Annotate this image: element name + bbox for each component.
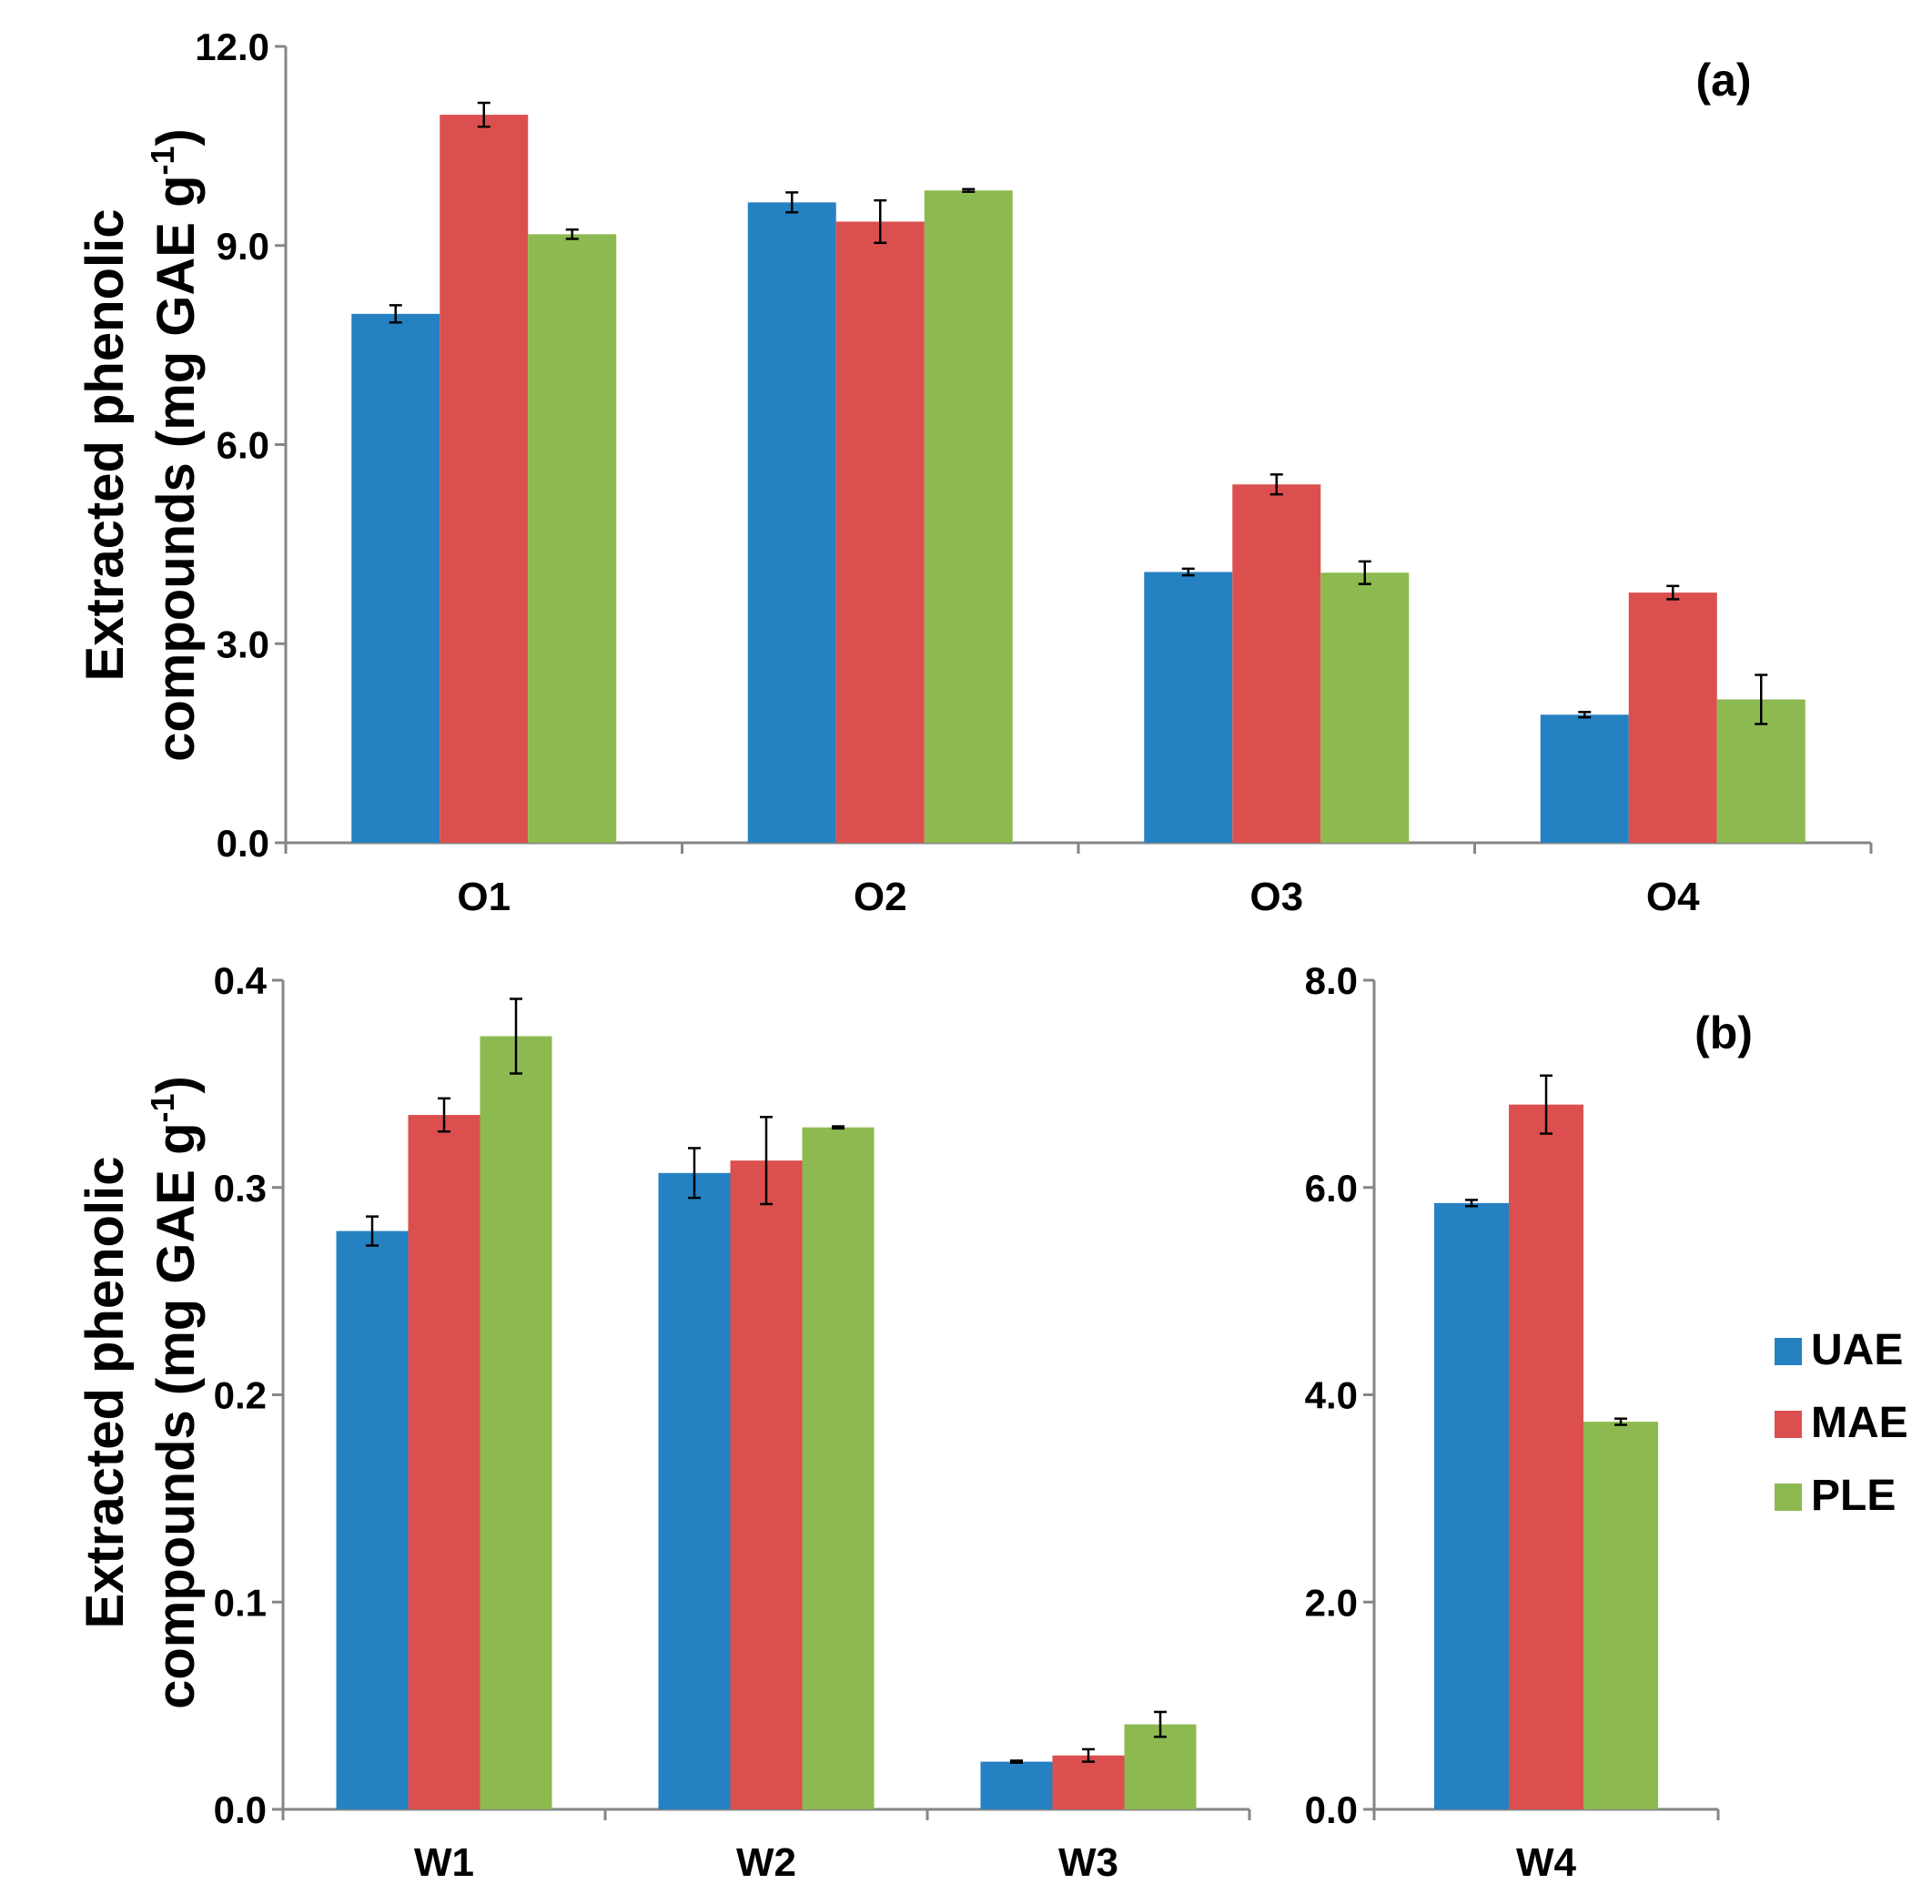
bar-mae-o4 (1628, 592, 1717, 843)
error-bar (1358, 560, 1371, 585)
y-tick-label: 0.3 (214, 1167, 267, 1210)
panel-label: (b) (1694, 1008, 1753, 1058)
category-label: W3 (1058, 1840, 1118, 1885)
category-label: O4 (1646, 875, 1700, 919)
y-axis-title-close: ) (147, 128, 206, 146)
error-bar (1154, 1710, 1167, 1738)
bar-uae-w1 (336, 1231, 409, 1809)
error-bar (1181, 567, 1195, 577)
error-bar (1269, 473, 1283, 496)
category-label: O1 (457, 875, 511, 919)
y-tick-label: 0.0 (217, 822, 269, 865)
y-axis-title: Extracted phenolic compounds (mg GAE g-1) (76, 128, 206, 762)
error-bar (1666, 584, 1680, 601)
y-axis-title-close: ) (147, 1076, 206, 1093)
y-axis-title-line2: compounds (mg GAE g-1) (144, 128, 206, 762)
error-bar (510, 998, 522, 1075)
bar-ple-w1 (480, 1036, 552, 1809)
bar-mae-o2 (835, 221, 925, 843)
category-label: O3 (1249, 875, 1303, 919)
y-tick-label: 6.0 (1305, 1167, 1358, 1210)
bar-ple-w4 (1583, 1422, 1658, 1809)
error-bar (438, 1097, 450, 1133)
error-bar (688, 1147, 701, 1200)
legend: UAE MAE PLE (1775, 1326, 1908, 1520)
error-bar (962, 187, 976, 193)
bar-ple-w3 (1124, 1724, 1197, 1809)
error-bar (1755, 673, 1768, 725)
error-bar (832, 1125, 845, 1130)
error-bar (366, 1215, 379, 1247)
bar-mae-w3 (1052, 1755, 1125, 1809)
bar-uae-w3 (980, 1761, 1053, 1809)
error-bar (565, 228, 579, 240)
bar-uae-o1 (351, 313, 440, 844)
error-bar (760, 1116, 773, 1206)
category-label: W4 (1516, 1840, 1577, 1885)
legend-label: UAE (1811, 1326, 1903, 1374)
legend-label: PLE (1811, 1472, 1896, 1520)
bar-mae-w2 (730, 1160, 803, 1809)
error-bar (1614, 1417, 1627, 1426)
bar-uae-o3 (1144, 572, 1233, 843)
y-tick-label: 2.0 (1305, 1581, 1358, 1624)
y-tick-label: 4.0 (1305, 1374, 1358, 1417)
legend-swatch (1775, 1338, 1802, 1365)
panel-b-right-chart: 0.0 2.0 4.0 6.0 8.0 W4 (b) (1305, 959, 1753, 1885)
y-tick-label: 0.2 (214, 1374, 267, 1417)
legend-swatch (1775, 1411, 1802, 1438)
bar-ple-w2 (802, 1127, 875, 1809)
y-axis-title-line1: Extracted phenolic (76, 1157, 135, 1629)
bar-mae-o1 (440, 115, 529, 843)
y-axis-title-line1: Extracted phenolic (76, 209, 135, 682)
bar-ple-o2 (924, 190, 1013, 843)
y-axis-title-superscript: -1 (144, 1093, 181, 1122)
category-label: W2 (736, 1840, 796, 1885)
error-bar (477, 101, 491, 128)
category-label: O2 (854, 875, 907, 919)
y-tick-label: 0.0 (1305, 1788, 1358, 1831)
bar-ple-o3 (1320, 572, 1410, 843)
y-axis-title-unit: compounds (mg GAE g (147, 175, 206, 761)
y-tick-label: 3.0 (217, 623, 269, 665)
y-axis-title-line2: compounds (mg GAE g-1) (144, 1076, 206, 1709)
panel-a-chart: 0.0 3.0 6.0 9.0 12.0 O1 O2 O3 O4 (a) Extracted phe… (76, 25, 1873, 919)
error-bar (1010, 1759, 1023, 1765)
y-tick-label: 9.0 (217, 225, 269, 268)
y-axis-title-unit: compounds (mg GAE g (147, 1122, 206, 1708)
legend-item-uae: UAE (1775, 1326, 1903, 1374)
bar-ple-o1 (528, 234, 617, 844)
error-bar (1540, 1074, 1553, 1135)
legend-item-ple: PLE (1775, 1472, 1896, 1520)
error-bar (389, 304, 402, 324)
bar-uae-o4 (1540, 714, 1629, 843)
error-bar (1082, 1747, 1095, 1763)
panel-b-left-chart: 0.0 0.1 0.2 0.3 0.4 W1 W2 W3 Extracted phenolic c… (76, 959, 1251, 1885)
y-axis-title: Extracted phenolic compounds (mg GAE g-1) (76, 1076, 206, 1709)
error-bar (1465, 1199, 1478, 1208)
y-tick-label: 12.0 (195, 25, 269, 68)
legend-item-mae: MAE (1775, 1399, 1908, 1447)
y-tick-label: 0.0 (214, 1788, 267, 1831)
error-bar (874, 198, 887, 245)
bar-mae-o3 (1232, 484, 1321, 843)
bar-mae-w1 (408, 1115, 480, 1809)
y-tick-label: 0.4 (214, 959, 268, 1002)
bar-uae-w2 (658, 1172, 731, 1809)
y-axis-title-superscript: -1 (144, 146, 181, 175)
bar-mae-w4 (1509, 1104, 1583, 1809)
legend-label: MAE (1811, 1399, 1908, 1447)
category-label: W1 (414, 1840, 474, 1885)
y-tick-label: 6.0 (217, 424, 269, 467)
y-tick-label: 8.0 (1305, 959, 1358, 1002)
error-bar (1578, 711, 1592, 719)
y-tick-label: 0.1 (214, 1581, 267, 1624)
bar-uae-o2 (747, 202, 836, 843)
bar-uae-w4 (1434, 1202, 1509, 1809)
panel-label: (a) (1695, 55, 1751, 106)
legend-swatch (1775, 1484, 1802, 1511)
error-bar (785, 191, 799, 214)
